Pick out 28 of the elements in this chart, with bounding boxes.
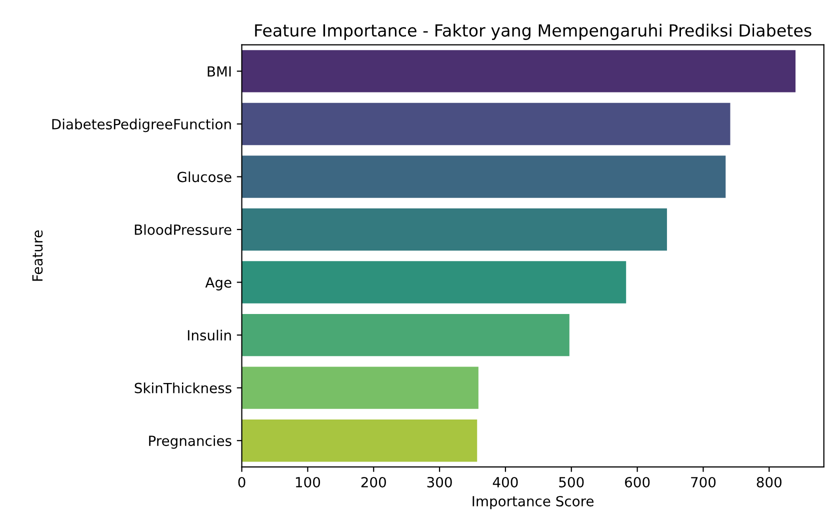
bar — [242, 366, 478, 409]
x-tick-label: 100 — [296, 476, 320, 488]
y-tick-label: Insulin — [188, 330, 231, 341]
x-tick-label: 700 — [691, 476, 716, 488]
x-tick-label: 500 — [559, 476, 584, 488]
x-tick-label: 800 — [756, 476, 782, 488]
x-tick-label: 200 — [361, 476, 386, 488]
x-axis-title: Importance Score — [472, 496, 594, 510]
x-tick-label: 600 — [625, 476, 650, 488]
x-tick-label: 400 — [492, 476, 518, 488]
chart-title: Feature Importance - Faktor yang Mempengaruhi Prediksi Diabetes — [255, 24, 812, 40]
y-tick-label: Age — [205, 277, 232, 290]
y-tick-label: Pregnancies — [149, 435, 232, 449]
bar — [242, 208, 667, 251]
bar — [242, 156, 726, 198]
bar — [242, 261, 626, 304]
y-tick-label: DiabetesPedigreeFunction — [52, 118, 231, 132]
bar — [242, 50, 796, 92]
x-tick-label: 300 — [427, 476, 452, 488]
y-tick-label: BMI — [208, 66, 231, 76]
y-tick-label: SkinThickness — [134, 382, 232, 394]
y-tick-label: BloodPressure — [134, 224, 232, 235]
y-tick-label: Glucose — [177, 171, 232, 182]
bar — [242, 102, 730, 146]
y-axis-title: Feature — [32, 230, 43, 281]
x-tick-label: 0 — [238, 476, 246, 488]
bar — [242, 419, 478, 462]
bar — [242, 314, 570, 356]
